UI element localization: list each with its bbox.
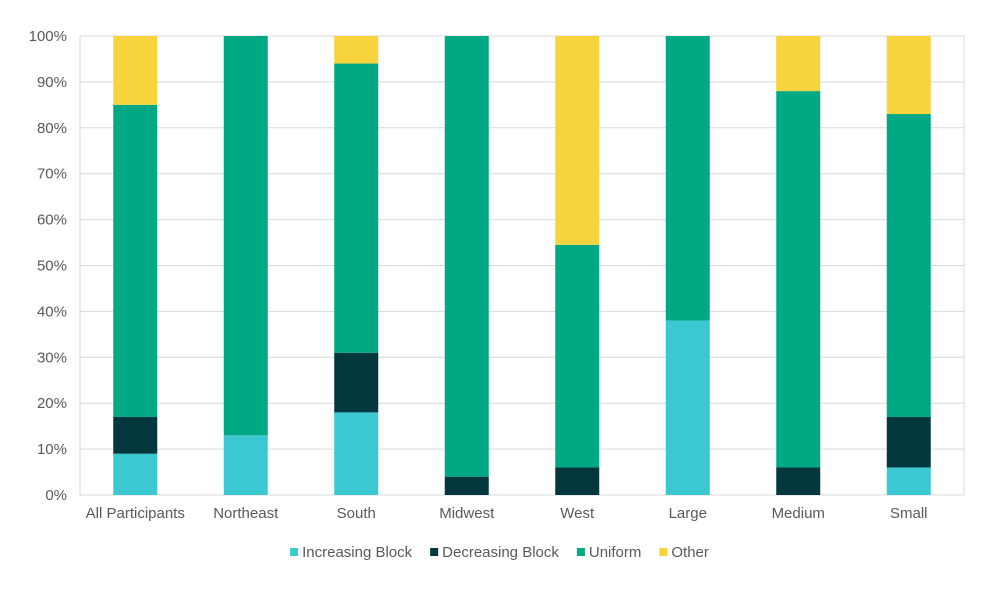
bar-segment-decreasing-block <box>555 467 600 495</box>
x-tick-label: South <box>337 505 376 522</box>
x-tick-label: Medium <box>772 505 825 522</box>
legend-label: Increasing Block <box>302 544 413 561</box>
y-tick-label: 80% <box>37 120 67 137</box>
y-tick-label: 90% <box>37 74 67 91</box>
legend-swatch <box>576 548 585 556</box>
bar-segment-decreasing-block <box>886 416 931 468</box>
bar-segment-decreasing-block <box>113 416 158 454</box>
gridlines <box>80 81 964 450</box>
bar-segment-decreasing-block <box>334 352 379 413</box>
bar-segment-other <box>886 36 931 115</box>
bar-segment-increasing-block <box>886 467 931 495</box>
bars <box>113 36 931 495</box>
bar-segment-uniform <box>444 36 489 477</box>
x-tick-label: Midwest <box>439 505 495 522</box>
y-tick-label: 0% <box>45 487 67 504</box>
bar-segment-increasing-block <box>334 412 379 495</box>
bar-segment-increasing-block <box>665 320 710 495</box>
bar-segment-uniform <box>665 36 710 321</box>
bar-segment-uniform <box>776 91 821 468</box>
bar-segment-uniform <box>113 104 158 417</box>
legend-label: Uniform <box>589 544 642 561</box>
bar-segment-decreasing-block <box>444 476 489 495</box>
legend-item: Uniform <box>576 544 642 561</box>
legend-item: Decreasing Block <box>430 544 559 561</box>
legend-label: Other <box>671 544 709 561</box>
y-tick-label: 40% <box>37 303 67 320</box>
bar-segment-other <box>113 36 158 105</box>
x-tick-label: All Participants <box>86 505 185 522</box>
bar-segment-uniform <box>223 36 268 436</box>
x-axis: All Participants Northeast South Midwest Wes… <box>86 505 928 522</box>
y-tick-label: 10% <box>37 441 67 458</box>
legend-swatch <box>659 548 668 556</box>
bar-segment-other <box>334 36 379 64</box>
x-tick-label: Large <box>669 505 707 522</box>
x-tick-label: Small <box>890 505 928 522</box>
bar-segment-uniform <box>886 114 931 417</box>
y-tick-label: 50% <box>37 258 67 275</box>
y-axis: 0% 10% 20% 30% 40% 50% 60% 70% 80% 90% 100% <box>29 28 67 504</box>
bar-segment-other <box>776 36 821 92</box>
legend-label: Decreasing Block <box>442 544 559 561</box>
bar-segment-other <box>555 36 600 245</box>
x-tick-label: West <box>560 505 595 522</box>
legend-item: Other <box>659 544 709 561</box>
y-tick-label: 60% <box>37 212 67 229</box>
y-tick-label: 100% <box>29 28 67 45</box>
bar-segment-increasing-block <box>113 453 158 495</box>
legend: Increasing Block Decreasing Block Uniform O… <box>290 544 709 561</box>
legend-item: Increasing Block <box>290 544 413 561</box>
legend-swatch <box>290 548 299 556</box>
legend-swatch <box>430 548 439 556</box>
x-tick-label: Northeast <box>213 505 279 522</box>
y-tick-label: 30% <box>37 349 67 366</box>
bar-segment-uniform <box>334 63 379 353</box>
y-tick-label: 20% <box>37 395 67 412</box>
bar-segment-decreasing-block <box>776 467 821 495</box>
bar-segment-increasing-block <box>223 435 268 495</box>
bar-segment-uniform <box>555 244 600 468</box>
y-tick-label: 70% <box>37 166 67 183</box>
